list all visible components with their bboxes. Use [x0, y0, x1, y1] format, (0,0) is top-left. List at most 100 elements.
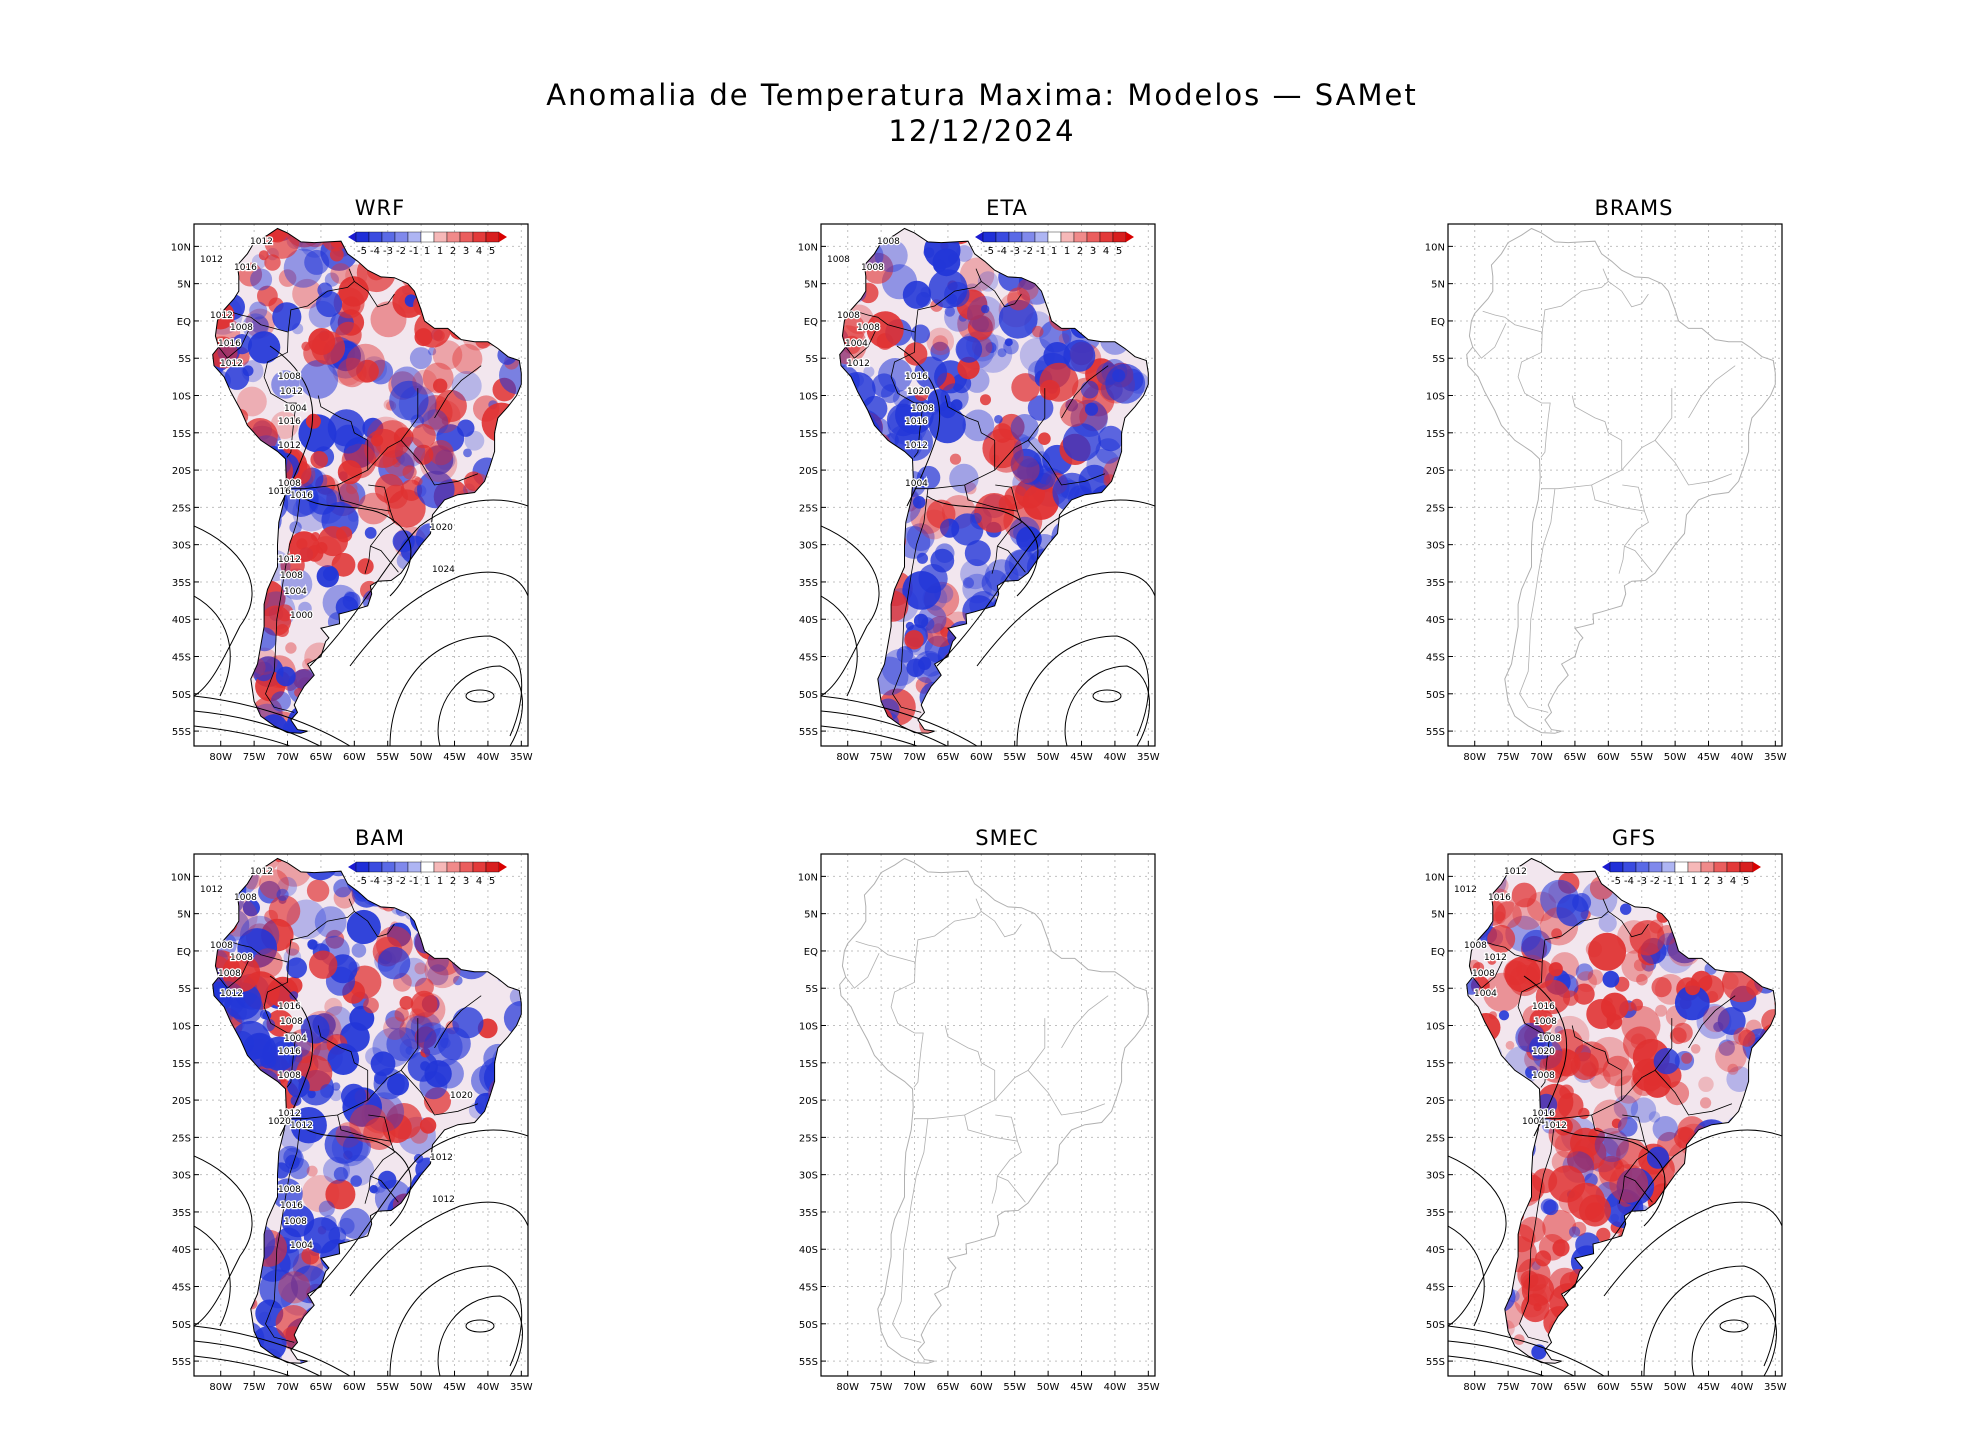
colorbar-label: 5 [489, 246, 495, 257]
lat-tick-label: 15S [172, 1059, 191, 1070]
isobars [821, 345, 1155, 746]
lat-tick-label: 10N [171, 872, 191, 883]
colorbar-label: -1 [1663, 876, 1673, 887]
colorbar: -5 -4 -3 -2 -1 1 1 2 3 4 5 [348, 861, 507, 887]
colorbar-label: 2 [1077, 246, 1083, 257]
lat-tick-label: 5N [1431, 910, 1445, 921]
lat-tick-label: 35S [799, 578, 818, 589]
lat-tick-label: 5N [804, 280, 818, 291]
colorbar-label: -4 [1624, 876, 1634, 887]
map-frame [193, 223, 529, 747]
colorbar-label: -4 [997, 246, 1007, 257]
panel-wrf: WRF 1012 1012 1016 1012 1008 1016 1012 1008 1012… [160, 196, 560, 776]
isobar-label: 1024 [432, 565, 455, 575]
panel-bam: BAM 1012 1012 1008 1008 1008 1008 1012 1016 1008… [160, 826, 560, 1406]
lon-tick-label: 80W [836, 1382, 859, 1393]
isobar-label: 1012 [1504, 867, 1527, 877]
lat-tick-label: 10N [798, 242, 818, 253]
lat-tick-label: 50S [1426, 690, 1445, 701]
isobar-label: 1012 [905, 441, 928, 451]
lat-tick-label: 55S [172, 1357, 191, 1368]
colorbar-label: 5 [1116, 246, 1122, 257]
lon-tick-label: 65W [937, 1382, 960, 1393]
lon-tick-label: 45W [1070, 752, 1093, 763]
isobar-label: 1012 [1484, 953, 1507, 963]
map-frame [820, 853, 1156, 1377]
lat-tick-label: 35S [172, 1208, 191, 1219]
lat-tick-label: 10N [1425, 872, 1445, 883]
lat-tick-label: 30S [799, 541, 818, 552]
lat-tick-label: 5S [805, 354, 818, 365]
colorbar-label: 4 [476, 246, 482, 257]
lat-tick-label: 45S [172, 653, 191, 664]
lon-tick-label: 55W [1003, 1382, 1026, 1393]
isobar-label: 1012 [1454, 885, 1477, 895]
lat-tick-label: 30S [1426, 541, 1445, 552]
lon-tick-label: 45W [443, 1382, 466, 1393]
lat-tick-label: 55S [1426, 727, 1445, 738]
panel-title: BRAMS [1594, 196, 1674, 220]
map-canvas: 1008 1008 1008 1008 1008 1004 1012 1016 1020 1008… [798, 223, 1160, 763]
lon-tick-label: 55W [376, 752, 399, 763]
lat-tick-label: 20S [799, 1096, 818, 1107]
isobars [194, 975, 528, 1376]
lat-tick-label: 25S [172, 503, 191, 514]
isobar-label: 1004 [284, 1034, 307, 1044]
isobar-label: 1008 [230, 953, 253, 963]
lat-tick-label: 5N [177, 280, 191, 291]
lat-tick-label: 10S [799, 392, 818, 403]
colorbar-label: -5 [357, 876, 367, 887]
lon-tick-label: 35W [1764, 752, 1787, 763]
panel-title: ETA [986, 196, 1028, 220]
lat-tick-label: 50S [799, 690, 818, 701]
colorbar-label: -3 [1010, 246, 1020, 257]
lon-tick-label: 55W [1630, 1382, 1653, 1393]
lon-tick-label: 45W [1070, 1382, 1093, 1393]
isobar-label: 1008 [857, 323, 880, 333]
lat-tick-label: 10N [798, 872, 818, 883]
colorbar-label: -4 [370, 876, 380, 887]
isobar-label: 1016 [218, 339, 241, 349]
lat-tick-label: 20S [172, 1096, 191, 1107]
lat-tick-label: 55S [799, 727, 818, 738]
isobar-label: 1008 [278, 372, 301, 382]
colorbar-label: 1 [437, 876, 443, 887]
colorbar-label: 2 [450, 876, 456, 887]
lat-tick-label: 40S [799, 615, 818, 626]
lat-tick-label: EQ [177, 317, 191, 328]
isobar-label: 1016 [1532, 1109, 1555, 1119]
colorbar-label: 1 [1064, 246, 1070, 257]
isobar-label: 1012 [250, 867, 273, 877]
colorbar-label: 4 [1730, 876, 1736, 887]
lat-tick-label: EQ [804, 947, 818, 958]
isobar-label: 1016 [278, 1002, 301, 1012]
isobars [194, 345, 528, 746]
lat-tick-label: 45S [1426, 1283, 1445, 1294]
colorbar-label: -1 [1036, 246, 1046, 257]
lat-tick-label: 25S [799, 1133, 818, 1144]
panel-title: GFS [1611, 826, 1657, 850]
colorbar-label: -2 [1650, 876, 1660, 887]
colorbar-label: 3 [1090, 246, 1096, 257]
lon-tick-label: 80W [209, 752, 232, 763]
map-canvas: 1012101210161008101210081004101610081008… [1425, 853, 1787, 1393]
anomaly-field [1466, 858, 1776, 1364]
lat-tick-label: 20S [1426, 1096, 1445, 1107]
isobar-label: 1012 [250, 237, 273, 247]
lon-tick-label: 60W [343, 752, 366, 763]
lon-tick-label: 40W [477, 752, 500, 763]
lat-tick-label: 50S [172, 690, 191, 701]
lon-tick-label: 45W [1697, 752, 1720, 763]
lon-tick-label: 40W [1731, 752, 1754, 763]
isobar-label: 1012 [278, 441, 301, 451]
isobar-label: 1008 [278, 479, 301, 489]
isobar-label: 1012 [278, 1109, 301, 1119]
map-frame [193, 853, 529, 1377]
lat-tick-label: 45S [172, 1283, 191, 1294]
isobar-label: 1000 [290, 611, 313, 621]
country-borders [845, 898, 1109, 1343]
lat-tick-label: 20S [172, 466, 191, 477]
map-canvas: 1012 1012 1008 1008 1008 1008 1012 1016 1008 1004… [171, 853, 533, 1393]
colorbar-label: -5 [984, 246, 994, 257]
lon-tick-label: 45W [443, 752, 466, 763]
